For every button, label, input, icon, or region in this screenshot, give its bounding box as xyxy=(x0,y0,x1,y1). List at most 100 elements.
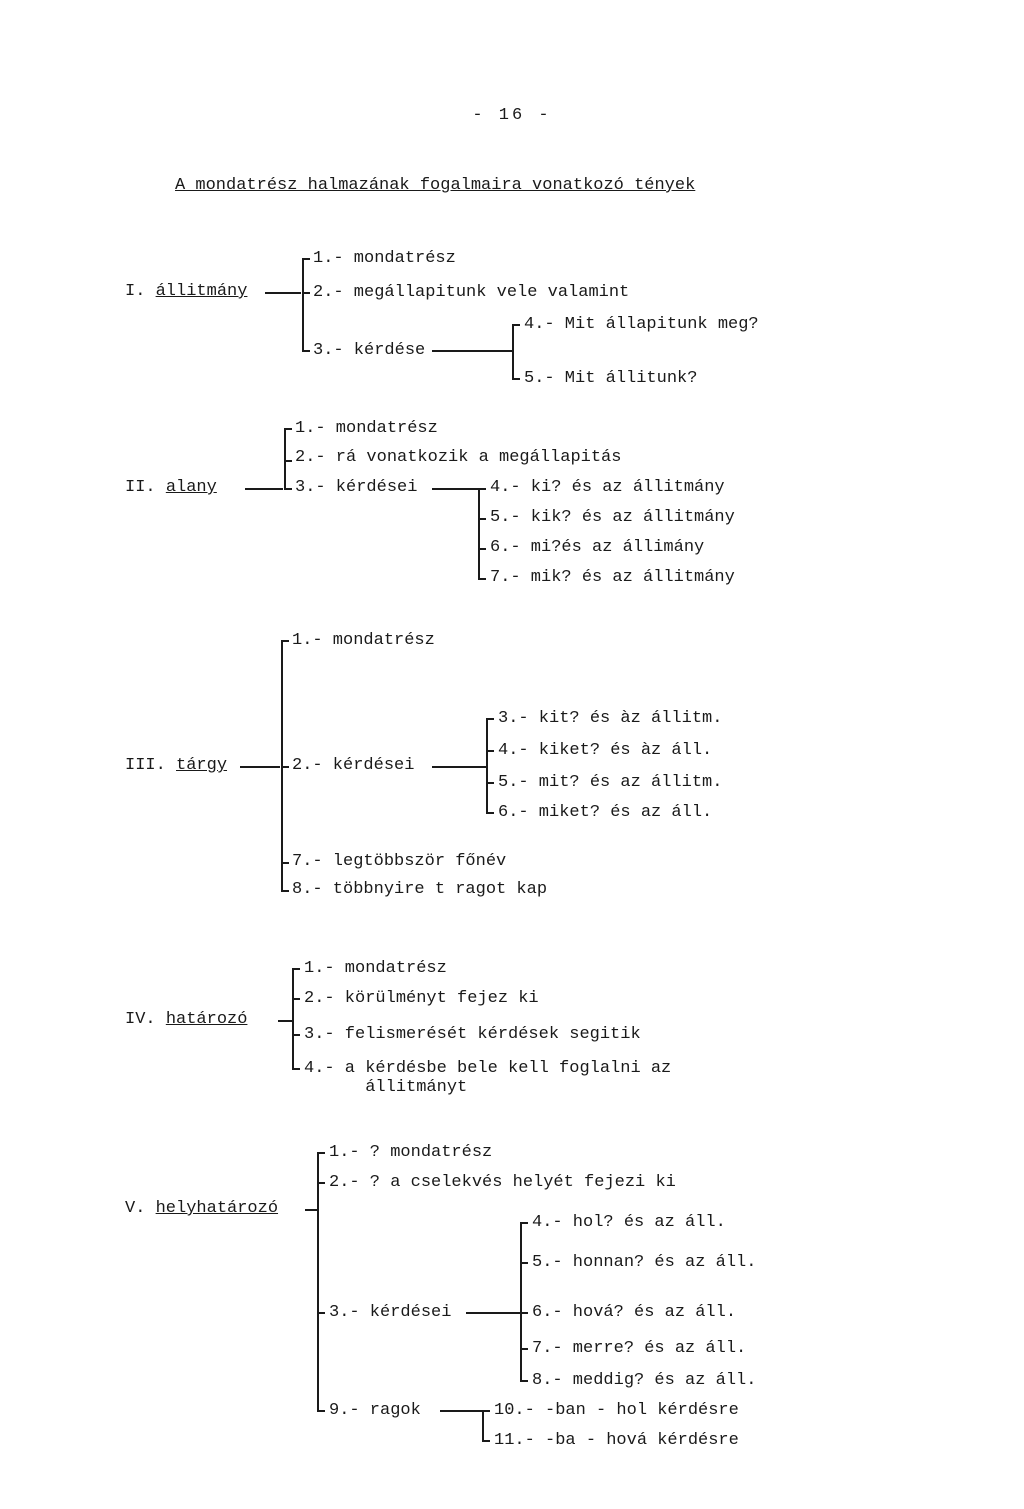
item-s5-10: 10.- -ban - hol kérdésre xyxy=(494,1401,739,1420)
bracket-tick xyxy=(292,1068,300,1070)
roman-ii: II. xyxy=(125,478,156,497)
bracket-tick xyxy=(281,766,289,768)
bracket-line xyxy=(292,968,294,1070)
section-i-label: I. állitmány xyxy=(125,282,247,301)
bracket-tick xyxy=(486,718,494,720)
section-ii-name: alany xyxy=(166,478,217,497)
item-s2-1: 1.- mondatrész xyxy=(295,419,438,438)
item-s4-1: 1.- mondatrész xyxy=(304,959,447,978)
bracket-tick xyxy=(520,1222,528,1224)
item-s5-11: 11.- -ba - hová kérdésre xyxy=(494,1431,739,1450)
item-s4-4: 4.- a kérdésbe bele kell foglalni az áll… xyxy=(304,1059,671,1097)
bracket-tick xyxy=(486,750,494,752)
bracket-tick xyxy=(281,862,289,864)
section-ii-label: II. alany xyxy=(125,478,217,497)
item-s5-8: 8.- meddig? és az áll. xyxy=(532,1371,756,1390)
item-s3-5: 5.- mit? és az állitm. xyxy=(498,773,722,792)
item-s5-6: 6.- hová? és az áll. xyxy=(532,1303,736,1322)
connector-line xyxy=(240,766,280,768)
bracket-tick xyxy=(520,1262,528,1264)
bracket-tick xyxy=(512,378,520,380)
bracket-tick xyxy=(302,292,310,294)
connector-line xyxy=(432,350,512,352)
item-s2-6: 6.- mi?és az állimány xyxy=(490,538,704,557)
item-s5-9: 9.- ragok xyxy=(329,1401,421,1420)
bracket-tick xyxy=(317,1152,325,1154)
item-s3-8: 8.- többnyire t ragot kap xyxy=(292,880,547,899)
bracket-tick xyxy=(512,324,520,326)
bracket-tick xyxy=(292,998,300,1000)
section-v-name: helyhatározó xyxy=(156,1199,278,1218)
item-s3-7: 7.- legtöbbször főnév xyxy=(292,852,506,871)
item-s2-5: 5.- kik? és az állitmány xyxy=(490,508,735,527)
connector-line xyxy=(432,766,486,768)
item-s4-3: 3.- felismerését kérdések segitik xyxy=(304,1025,641,1044)
bracket-tick xyxy=(281,890,289,892)
bracket-tick xyxy=(486,812,494,814)
bracket-tick xyxy=(284,488,292,490)
page-title: A mondatrész halmazának fogalmaira vonat… xyxy=(175,176,695,195)
item-s1-2: 2.- megállapitunk vele valamint xyxy=(313,283,629,302)
bracket-tick xyxy=(284,460,292,462)
item-s3-4: 4.- kiket? és àz áll. xyxy=(498,741,712,760)
bracket-line xyxy=(302,258,304,352)
item-s3-1: 1.- mondatrész xyxy=(292,631,435,650)
bracket-line xyxy=(520,1222,522,1382)
item-s3-3: 3.- kit? és àz állitm. xyxy=(498,709,722,728)
item-s1-5: 5.- Mit állitunk? xyxy=(524,369,697,388)
bracket-line xyxy=(317,1152,319,1412)
item-s1-4: 4.- Mit állapitunk meg? xyxy=(524,315,759,334)
bracket-tick xyxy=(478,518,486,520)
item-s5-2: 2.- ? a cselekvés helyét fejezi ki xyxy=(329,1173,676,1192)
roman-iii: III. xyxy=(125,756,166,775)
item-s5-5: 5.- honnan? és az áll. xyxy=(532,1253,756,1272)
bracket-tick xyxy=(317,1312,325,1314)
bracket-tick xyxy=(478,578,486,580)
bracket-tick xyxy=(520,1380,528,1382)
item-s2-4: 4.- ki? és az állitmány xyxy=(490,478,725,497)
item-s2-7: 7.- mik? és az állitmány xyxy=(490,568,735,587)
connector-line xyxy=(245,488,283,490)
bracket-tick xyxy=(482,1440,490,1442)
connector-line xyxy=(305,1209,317,1211)
roman-iv: IV. xyxy=(125,1010,156,1029)
item-s4-2: 2.- körülményt fejez ki xyxy=(304,989,539,1008)
roman-i: I. xyxy=(125,282,145,301)
connector-line xyxy=(278,1020,292,1022)
bracket-line xyxy=(486,718,488,814)
connector-line xyxy=(432,488,478,490)
bracket-line xyxy=(512,324,514,380)
bracket-tick xyxy=(292,1034,300,1036)
section-iv-name: határozó xyxy=(166,1010,248,1029)
page: - 16 - A mondatrész halmazának fogalmair… xyxy=(0,0,1024,1509)
bracket-line xyxy=(482,1410,484,1442)
bracket-line xyxy=(284,428,286,490)
bracket-tick xyxy=(478,488,486,490)
bracket-tick xyxy=(478,548,486,550)
bracket-tick xyxy=(486,782,494,784)
section-iv-label: IV. határozó xyxy=(125,1010,247,1029)
bracket-tick xyxy=(317,1410,325,1412)
bracket-tick xyxy=(482,1410,490,1412)
item-s2-2: 2.- rá vonatkozik a megállapitás xyxy=(295,448,621,467)
bracket-tick xyxy=(317,1182,325,1184)
bracket-tick xyxy=(302,350,310,352)
section-v-label: V. helyhatározó xyxy=(125,1199,278,1218)
item-s3-6: 6.- miket? és az áll. xyxy=(498,803,712,822)
connector-line xyxy=(265,292,301,294)
item-s2-3: 3.- kérdései xyxy=(295,478,417,497)
item-s1-3: 3.- kérdése xyxy=(313,341,425,360)
bracket-tick xyxy=(520,1312,528,1314)
item-s3-2: 2.- kérdései xyxy=(292,756,414,775)
bracket-tick xyxy=(281,640,289,642)
item-s5-7: 7.- merre? és az áll. xyxy=(532,1339,746,1358)
bracket-line xyxy=(478,488,480,580)
section-iii-name: tárgy xyxy=(176,756,227,775)
connector-line xyxy=(440,1410,482,1412)
section-i-name: állitmány xyxy=(156,282,248,301)
bracket-tick xyxy=(292,968,300,970)
bracket-tick xyxy=(284,428,292,430)
item-s5-1: 1.- ? mondatrész xyxy=(329,1143,492,1162)
page-number: - 16 - xyxy=(0,106,1024,125)
connector-line xyxy=(466,1312,520,1314)
